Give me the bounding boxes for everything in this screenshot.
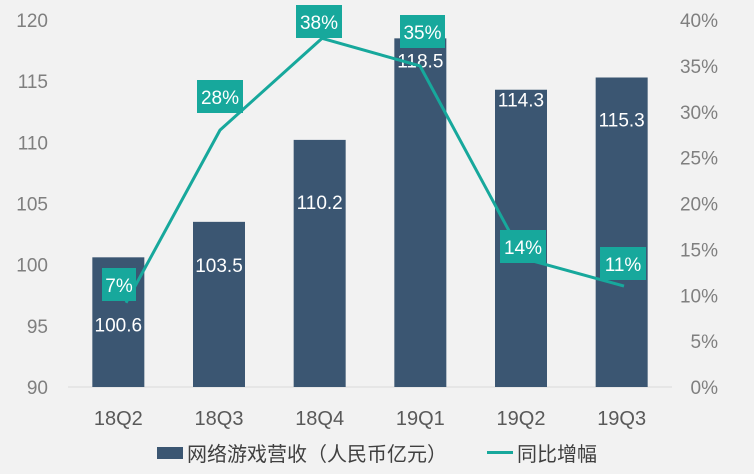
legend-swatch-line — [487, 451, 513, 454]
right-axis-tick: 5% — [691, 332, 719, 353]
growth-label: 11% — [605, 255, 642, 276]
growth-label-box — [500, 230, 546, 263]
left-axis-tick: 95 — [27, 317, 48, 338]
right-axis-tick: 0% — [691, 378, 719, 399]
legend-swatch-bar — [157, 446, 183, 459]
right-axis-tick: 10% — [680, 286, 718, 307]
legend-label-growth: 同比增幅 — [517, 444, 597, 466]
legend: 网络游戏营收（人民币亿元） 同比增幅 — [0, 438, 754, 467]
growth-label: 35% — [403, 23, 441, 44]
growth-label: 38% — [300, 13, 338, 34]
bar-18Q4 — [293, 139, 346, 387]
bar-value-label: 110.2 — [297, 193, 343, 214]
x-axis-tick: 18Q3 — [195, 408, 244, 430]
left-axis-tick: 105 — [16, 195, 48, 216]
bar-19Q3 — [595, 77, 648, 387]
bar-value-label: 115.3 — [599, 110, 645, 131]
bar-value-label: 100.6 — [95, 315, 143, 336]
growth-label: 14% — [504, 238, 542, 259]
legend-label-revenue: 网络游戏营收（人民币亿元） — [187, 444, 447, 466]
x-axis-tick: 18Q4 — [295, 408, 344, 430]
right-axis-tick: 30% — [680, 103, 718, 124]
right-axis-tick: 15% — [680, 240, 718, 261]
left-axis-tick: 115 — [18, 72, 48, 93]
left-axis-tick: 100 — [16, 256, 48, 277]
growth-line — [124, 36, 625, 304]
chart-svg: 90 95 100 105 110 115 120 0% 5% 10% 15% 20% 25% 30% 35… — [16, 5, 719, 430]
x-axis-tick: 18Q2 — [94, 408, 143, 430]
left-axis-tick: 120 — [16, 11, 48, 32]
legend-item-revenue: 网络游戏营收（人民币亿元） — [157, 438, 447, 467]
bar-value-label: 118.5 — [397, 51, 443, 72]
growth-label-box — [400, 15, 445, 48]
growth-label-box — [296, 5, 342, 38]
bar-18Q3 — [193, 221, 245, 387]
right-axis-tick: 25% — [680, 149, 718, 170]
left-axis-tick: 110 — [18, 133, 48, 154]
bar-value-label: 103.5 — [195, 256, 243, 277]
growth-label-box — [600, 247, 646, 280]
x-axis-tick: 19Q2 — [497, 408, 546, 430]
x-axis-tick: 19Q3 — [597, 408, 646, 430]
left-axis-tick: 90 — [27, 378, 48, 399]
legend-item-growth: 同比增幅 — [487, 438, 597, 467]
x-axis-tick: 19Q1 — [396, 408, 445, 430]
right-axis-tick: 20% — [680, 195, 718, 216]
bar-19Q1 — [394, 38, 447, 387]
growth-label: 7% — [105, 276, 133, 297]
growth-label-box — [102, 268, 136, 301]
growth-label-box — [197, 80, 243, 113]
right-axis-tick: 35% — [680, 57, 718, 78]
bar-value-label: 114.3 — [498, 91, 544, 112]
right-axis-tick: 40% — [680, 11, 718, 32]
growth-label: 28% — [201, 88, 239, 109]
